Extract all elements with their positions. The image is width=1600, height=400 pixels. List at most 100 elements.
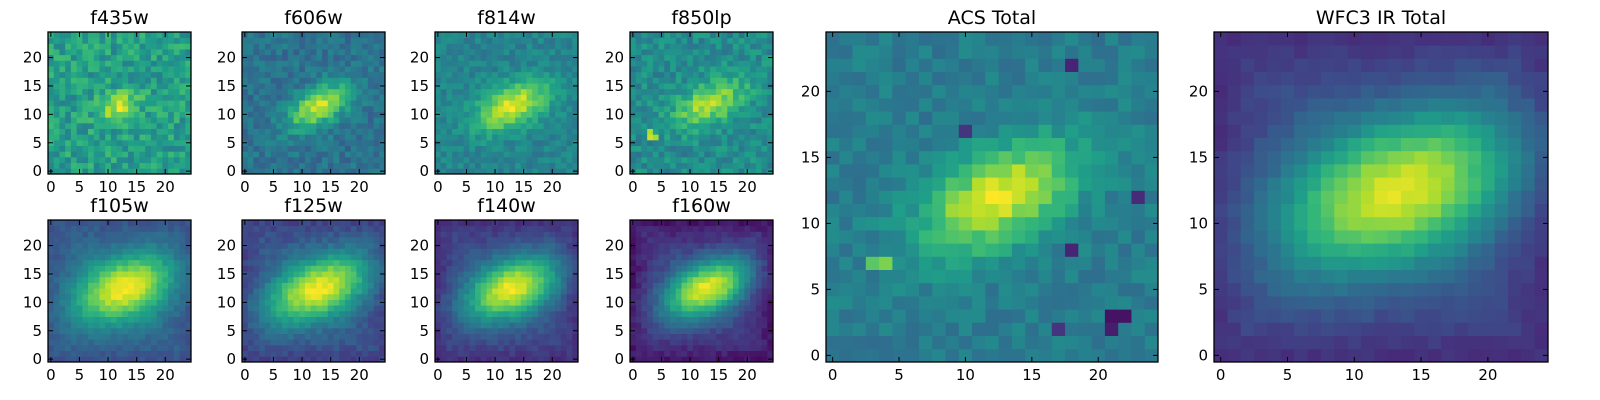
heatmap-cell: [316, 111, 323, 118]
heatmap-cell: [247, 299, 254, 306]
heatmap-cell: [350, 293, 357, 300]
heatmap-cell: [133, 288, 140, 295]
heatmap-cell: [744, 37, 751, 44]
heatmap-cell: [681, 128, 688, 135]
heatmap-cell: [110, 288, 118, 295]
heatmap-cell: [732, 139, 740, 146]
heatmap-cell: [299, 271, 306, 278]
heatmap-cell: [480, 356, 487, 363]
heatmap-cell: [710, 299, 717, 306]
heatmap-cell: [761, 356, 768, 363]
heatmap-cell: [327, 271, 334, 278]
heatmap-cell: [316, 322, 323, 329]
heatmap-cell: [560, 60, 567, 67]
heatmap-cell: [675, 316, 682, 323]
heatmap-cell: [492, 77, 499, 84]
heatmap-cell: [128, 66, 135, 73]
heatmap-cell: [59, 356, 66, 363]
heatmap-cell: [76, 54, 83, 61]
heatmap-cell: [526, 77, 533, 84]
heatmap-cell: [497, 299, 505, 306]
heatmap-cell: [732, 37, 740, 44]
heatmap-cell: [76, 265, 83, 272]
heatmap-cell: [692, 37, 700, 44]
heatmap-cell: [162, 225, 169, 232]
heatmap-cell: [452, 105, 459, 112]
heatmap-cell: [670, 54, 677, 61]
heatmap-cell: [344, 43, 352, 50]
heatmap-cell: [761, 322, 768, 329]
heatmap-cell: [704, 83, 711, 90]
heatmap-cell: [133, 66, 140, 73]
heatmap-cell: [310, 111, 317, 118]
heatmap-cell: [710, 111, 717, 118]
heatmap-cell: [373, 94, 380, 101]
heatmap-cell: [116, 254, 123, 261]
heatmap-cell: [652, 333, 659, 340]
heatmap-cell: [173, 293, 180, 300]
heatmap-cell: [721, 83, 728, 90]
heatmap-cell: [287, 105, 294, 112]
heatmap-cell: [344, 310, 352, 317]
heatmap-cell: [339, 254, 346, 261]
heatmap-cell: [526, 316, 533, 323]
heatmap-cell: [692, 128, 700, 135]
heatmap-cell: [270, 248, 277, 255]
heatmap-cell: [339, 134, 346, 141]
heatmap-cell: [293, 151, 300, 158]
heatmap-cell: [750, 145, 757, 152]
heatmap-cell: [715, 293, 722, 300]
heatmap-cell: [276, 139, 283, 146]
heatmap-cell: [721, 276, 728, 283]
heatmap-cell: [761, 100, 768, 107]
heatmap-cell: [475, 111, 482, 118]
heatmap-cell: [515, 66, 522, 73]
heatmap-cell: [99, 242, 106, 249]
heatmap-cell: [560, 117, 567, 124]
heatmap-cell: [173, 305, 180, 312]
heatmap-cell: [515, 350, 522, 357]
heatmap-cell: [727, 54, 734, 61]
heatmap-cell: [310, 339, 317, 346]
heatmap-cell: [264, 248, 271, 255]
heatmap-cell: [463, 259, 470, 266]
heatmap-cell: [492, 305, 499, 312]
heatmap-cell: [452, 231, 459, 238]
heatmap-cell: [560, 43, 567, 50]
heatmap-cell: [304, 299, 312, 306]
heatmap-cell: [681, 43, 688, 50]
heatmap-cell: [526, 32, 533, 39]
heatmap-cell: [162, 288, 169, 295]
heatmap-cell: [509, 100, 516, 107]
heatmap-cell: [133, 305, 140, 312]
heatmap-cell: [293, 265, 300, 272]
heatmap-cell: [333, 105, 340, 112]
heatmap-cell: [139, 293, 146, 300]
heatmap-cell: [70, 288, 77, 295]
y-tick-label: 0: [226, 350, 236, 368]
heatmap-cell: [185, 310, 192, 317]
heatmap-cell: [299, 339, 306, 346]
heatmap-cell: [560, 271, 567, 278]
heatmap-cell: [168, 231, 175, 238]
heatmap-cell: [549, 299, 556, 306]
heatmap-cell: [560, 344, 567, 352]
heatmap-cell: [259, 271, 266, 278]
heatmap-cell: [647, 71, 654, 78]
heatmap-cell: [333, 242, 340, 249]
heatmap-cell: [150, 145, 158, 152]
heatmap-cell: [339, 49, 346, 56]
heatmap-cell: [732, 162, 740, 169]
heatmap-cell: [88, 128, 95, 135]
heatmap-cell: [572, 66, 579, 73]
heatmap-cell: [116, 271, 123, 278]
heatmap-cell: [572, 162, 579, 169]
heatmap-cell: [744, 327, 751, 334]
heatmap-cell: [373, 265, 380, 272]
heatmap-cell: [327, 49, 334, 56]
f105w-axes-frame: [47, 219, 192, 363]
heatmap-cell: [732, 32, 740, 39]
heatmap-cell: [168, 259, 175, 266]
heatmap-cell: [492, 122, 499, 129]
heatmap-cell: [70, 356, 77, 363]
